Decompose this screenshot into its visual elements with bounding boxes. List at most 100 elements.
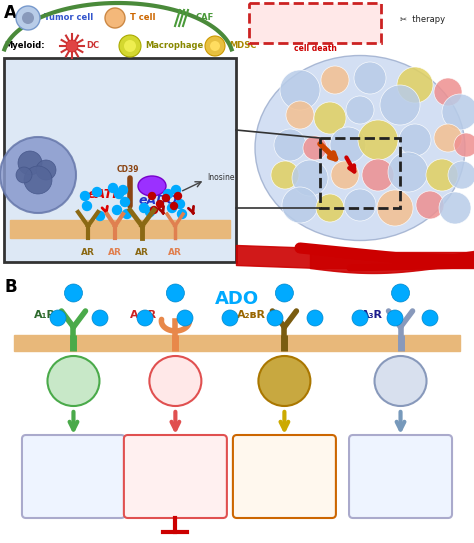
Circle shape xyxy=(22,12,34,24)
Circle shape xyxy=(422,310,438,326)
Ellipse shape xyxy=(149,356,201,406)
Text: eATP: eATP xyxy=(88,188,122,201)
Circle shape xyxy=(377,190,413,226)
FancyBboxPatch shape xyxy=(4,58,236,262)
Text: AR: AR xyxy=(168,248,182,257)
Circle shape xyxy=(164,190,173,199)
FancyBboxPatch shape xyxy=(233,435,336,518)
Text: A₂ʙR: A₂ʙR xyxy=(237,310,266,320)
Circle shape xyxy=(109,184,118,193)
Circle shape xyxy=(92,187,101,197)
Circle shape xyxy=(119,35,141,57)
Circle shape xyxy=(118,186,128,194)
Circle shape xyxy=(307,310,323,326)
Text: CD73: CD73 xyxy=(141,181,164,191)
Text: ↓ cAMP
↓ PKA
↑ Ca++
↑ MAPK
(p38, ERK1/2,
JNK): ↓ cAMP ↓ PKA ↑ Ca++ ↑ MAPK (p38, ERK1/2,… xyxy=(32,445,96,516)
Ellipse shape xyxy=(258,356,310,406)
Circle shape xyxy=(175,199,184,209)
Circle shape xyxy=(397,67,433,103)
Circle shape xyxy=(346,96,374,124)
Text: eADO: eADO xyxy=(138,193,178,206)
Circle shape xyxy=(66,40,78,52)
Bar xyxy=(14,335,460,351)
Circle shape xyxy=(280,70,320,110)
Text: Gₛ
or
Gᵒᵇᶠ: Gₛ or Gᵒᵇᶠ xyxy=(165,365,185,396)
Circle shape xyxy=(275,284,293,302)
Circle shape xyxy=(392,284,410,302)
Circle shape xyxy=(105,8,125,28)
Text: ↑ cAMP
↑ PKA
↑ MAPK
(p38,
ERK1/2,
JUN): ↑ cAMP ↑ PKA ↑ MAPK (p38, ERK1/2, JUN) xyxy=(243,445,280,516)
Circle shape xyxy=(174,193,182,199)
Circle shape xyxy=(271,161,299,189)
Circle shape xyxy=(387,310,403,326)
Circle shape xyxy=(439,192,471,224)
Circle shape xyxy=(112,205,121,214)
Circle shape xyxy=(163,194,170,201)
Text: ↑ cAMP
↑ PKA
↑ MAPK
(p38,
ERK1/2,
JNK): ↑ cAMP ↑ PKA ↑ MAPK (p38, ERK1/2, JNK) xyxy=(134,445,171,516)
Bar xyxy=(10,220,230,238)
Circle shape xyxy=(124,40,136,52)
Circle shape xyxy=(388,152,428,192)
Text: Gᵢ
or
Gₒ: Gᵢ or Gₒ xyxy=(68,365,79,396)
Circle shape xyxy=(330,127,366,163)
Text: AR: AR xyxy=(135,248,149,257)
Circle shape xyxy=(358,120,398,160)
Circle shape xyxy=(167,204,176,212)
Text: ✂  therapy: ✂ therapy xyxy=(400,16,445,24)
Circle shape xyxy=(166,284,184,302)
Circle shape xyxy=(442,94,474,130)
FancyBboxPatch shape xyxy=(22,435,125,518)
Text: Tumor cell: Tumor cell xyxy=(44,14,93,22)
Circle shape xyxy=(316,194,344,222)
Text: A₂ₐR: A₂ₐR xyxy=(130,310,157,320)
Circle shape xyxy=(362,159,394,191)
Circle shape xyxy=(18,151,42,175)
Text: T cell: T cell xyxy=(130,14,155,22)
Text: B: B xyxy=(4,278,17,296)
Ellipse shape xyxy=(47,356,100,406)
Circle shape xyxy=(292,160,328,196)
Circle shape xyxy=(16,6,40,30)
Circle shape xyxy=(120,198,129,206)
Circle shape xyxy=(50,310,66,326)
FancyBboxPatch shape xyxy=(124,435,227,518)
Circle shape xyxy=(222,310,238,326)
Circle shape xyxy=(344,189,376,221)
Text: CAF: CAF xyxy=(196,14,214,22)
Text: Myeloid:: Myeloid: xyxy=(4,41,45,50)
Circle shape xyxy=(151,206,157,213)
Text: Macrophage: Macrophage xyxy=(145,41,203,50)
Circle shape xyxy=(171,203,177,210)
Text: AR: AR xyxy=(81,248,95,257)
Text: CD39: CD39 xyxy=(117,165,139,174)
Circle shape xyxy=(92,310,108,326)
Circle shape xyxy=(82,201,91,211)
Text: Gₛ
or
Gₓ: Gₛ or Gₓ xyxy=(279,365,290,396)
Circle shape xyxy=(24,166,52,194)
Circle shape xyxy=(95,212,104,220)
Text: Inosine: Inosine xyxy=(207,174,235,182)
Circle shape xyxy=(64,284,82,302)
Circle shape xyxy=(139,204,148,212)
Circle shape xyxy=(267,310,283,326)
Ellipse shape xyxy=(138,176,166,196)
Circle shape xyxy=(36,160,56,180)
Circle shape xyxy=(434,78,462,106)
Circle shape xyxy=(81,192,90,200)
Text: A: A xyxy=(4,4,17,22)
Circle shape xyxy=(354,62,386,94)
Text: ADO: ADO xyxy=(215,290,259,308)
Circle shape xyxy=(156,200,164,207)
Text: ↓ cAMP
↓ PKA
↑ MAPK
(p38,
ERK1/2, JNK): ↓ cAMP ↓ PKA ↑ MAPK (p38, ERK1/2, JNK) xyxy=(359,445,419,504)
Ellipse shape xyxy=(374,356,427,406)
Circle shape xyxy=(352,310,368,326)
FancyBboxPatch shape xyxy=(349,435,452,518)
Text: AR: AR xyxy=(108,248,122,257)
Circle shape xyxy=(331,161,359,189)
Circle shape xyxy=(137,310,153,326)
Ellipse shape xyxy=(255,55,465,241)
Circle shape xyxy=(122,210,131,218)
Circle shape xyxy=(380,85,420,125)
Text: Hypoxia and
therapy-
induced
cell death: Hypoxia and therapy- induced cell death xyxy=(288,9,342,53)
Circle shape xyxy=(426,159,458,191)
